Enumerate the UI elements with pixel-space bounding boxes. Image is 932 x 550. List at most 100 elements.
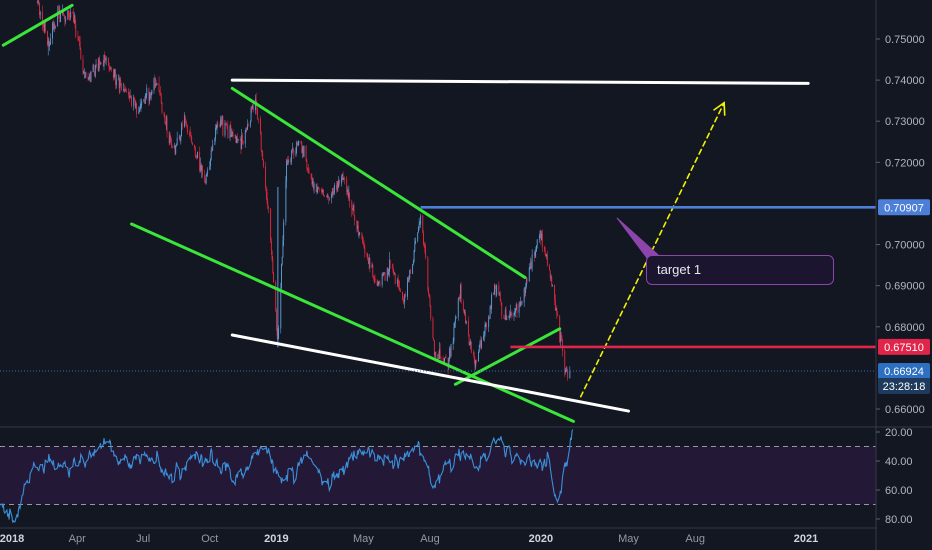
price-tag-label: 0.70907: [884, 202, 924, 214]
candle-body: [296, 142, 298, 148]
candle-body: [68, 15, 70, 17]
candle-body: [447, 357, 449, 368]
candle-body: [236, 136, 238, 143]
candle-body: [388, 271, 390, 275]
candle-body: [452, 341, 454, 345]
candle-body: [215, 127, 217, 129]
candle-body: [530, 261, 532, 268]
target-callout[interactable]: target 1: [646, 255, 834, 285]
price-tick-label: 0.73000: [885, 116, 925, 128]
candle-body: [567, 369, 569, 378]
candle-body: [376, 282, 378, 286]
candle-body: [166, 117, 168, 133]
time-tick-label: Oct: [201, 533, 218, 545]
candle-body: [332, 190, 334, 196]
candle-body: [323, 189, 324, 196]
candle-body: [495, 287, 497, 296]
candle-body: [78, 40, 80, 42]
candle-body: [295, 147, 297, 156]
candle-body: [384, 273, 386, 281]
candle-body: [139, 105, 141, 110]
candle-body: [338, 179, 340, 188]
candle-body: [511, 312, 513, 317]
marks-layer: [0, 0, 876, 524]
candle-body: [251, 107, 253, 110]
candle-body: [94, 71, 96, 77]
candle-body: [346, 178, 348, 192]
candle-body: [435, 352, 437, 361]
candle-body: [75, 24, 77, 37]
candle-body: [44, 21, 46, 32]
candle-body: [308, 172, 310, 174]
candle-body: [499, 294, 501, 302]
candle-body: [392, 267, 394, 272]
candle-body: [154, 78, 156, 87]
candle-body: [412, 261, 414, 265]
candle-body: [144, 96, 146, 104]
candle-body: [399, 289, 401, 292]
candle-body: [229, 125, 231, 139]
candle-body: [565, 369, 566, 373]
time-tick-label: 2020: [529, 533, 553, 545]
candle-body: [296, 142, 298, 146]
candle-body: [99, 59, 101, 64]
candle-body: [118, 78, 119, 80]
candle-body: [79, 41, 81, 50]
candle-body: [536, 239, 538, 246]
candle-body: [546, 254, 548, 266]
candle-body: [424, 246, 426, 253]
candle-body: [538, 235, 540, 240]
candle-body: [129, 96, 131, 98]
candle-body: [262, 160, 264, 167]
candle-body: [85, 72, 87, 78]
rsi-tick-label: 20.00: [885, 427, 913, 439]
candle-body: [480, 342, 482, 348]
candle-body: [322, 189, 324, 192]
candle-body: [443, 359, 445, 364]
candle-body: [225, 122, 227, 124]
candle-body: [138, 111, 140, 114]
candle-body: [178, 136, 180, 138]
candle-body: [235, 135, 237, 143]
candle-body: [209, 166, 211, 171]
candle-body: [146, 88, 148, 96]
candle-body: [549, 265, 550, 271]
candle-body: [546, 254, 548, 256]
candle-body: [523, 288, 525, 303]
candle-body: [273, 272, 274, 283]
candle-body: [341, 177, 343, 184]
candle-body: [195, 156, 197, 157]
candle-body: [221, 116, 223, 125]
candle-body: [470, 341, 472, 353]
candle-body: [285, 181, 287, 222]
candle-body: [302, 147, 303, 153]
time-tick-label: 2021: [794, 533, 818, 545]
candle-body: [110, 67, 111, 70]
candle-body: [408, 278, 410, 282]
candle-body: [140, 104, 142, 106]
candle-body: [286, 160, 288, 165]
candle-body: [237, 139, 239, 141]
candle-body: [44, 21, 46, 32]
candle-body: [554, 284, 556, 300]
candle-body: [321, 189, 323, 192]
candle-body: [154, 84, 156, 87]
candle-body: [220, 119, 222, 127]
candle-body: [231, 132, 233, 135]
candle-body: [145, 95, 147, 97]
candle-body: [204, 175, 206, 182]
candle-body: [247, 124, 249, 126]
candle-body: [73, 15, 75, 23]
candle-body: [77, 36, 79, 37]
candle-body: [534, 251, 536, 256]
candle-body: [128, 95, 130, 98]
candle-body: [374, 277, 376, 283]
countdown-tag: [878, 378, 930, 395]
candle-body: [357, 225, 359, 235]
candle-body: [143, 99, 145, 101]
candle-body: [367, 259, 369, 265]
overlay-layer: [0, 3, 876, 423]
candle-body: [275, 282, 277, 310]
candle-body: [449, 348, 451, 359]
candle-body: [100, 62, 102, 64]
